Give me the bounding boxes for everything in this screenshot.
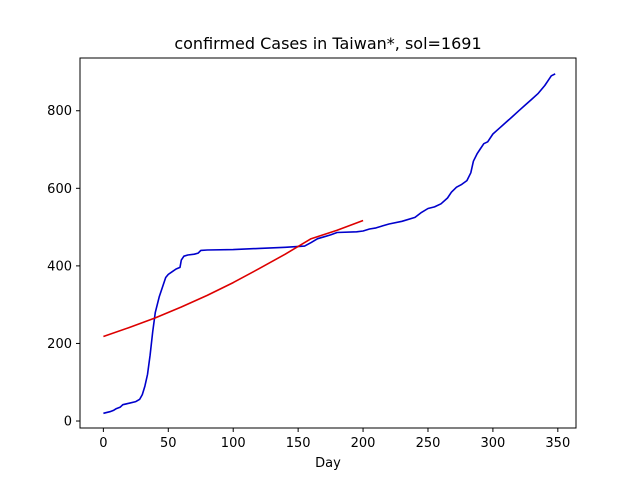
series-line-1 bbox=[103, 73, 556, 415]
y-tick-label: 400 bbox=[47, 259, 72, 274]
series-line-2 bbox=[103, 219, 364, 338]
x-tick-label: 250 bbox=[416, 436, 441, 451]
x-tick-label: 200 bbox=[351, 436, 376, 451]
x-axis: 0 50 100 150 200 250 300 350 bbox=[99, 428, 570, 451]
y-axis: 0 200 400 600 800 bbox=[47, 104, 80, 430]
y-tick-label: 0 bbox=[64, 415, 72, 430]
chart-title: confirmed Cases in Taiwan*, sol=1691 bbox=[174, 34, 481, 53]
plot-area bbox=[79, 57, 577, 429]
y-tick-label: 800 bbox=[47, 104, 72, 119]
y-tick-label: 200 bbox=[47, 337, 72, 352]
plot-frame bbox=[79, 57, 577, 429]
x-tick-label: 100 bbox=[221, 436, 246, 451]
x-tick-label: 150 bbox=[286, 436, 311, 451]
x-axis-label: Day bbox=[315, 456, 341, 471]
series-layer bbox=[103, 73, 556, 415]
y-tick-label: 600 bbox=[47, 182, 72, 197]
x-tick-label: 300 bbox=[480, 436, 505, 451]
x-tick-label: 50 bbox=[160, 436, 177, 451]
x-tick-label: 350 bbox=[545, 436, 570, 451]
x-tick-label: 0 bbox=[99, 436, 107, 451]
